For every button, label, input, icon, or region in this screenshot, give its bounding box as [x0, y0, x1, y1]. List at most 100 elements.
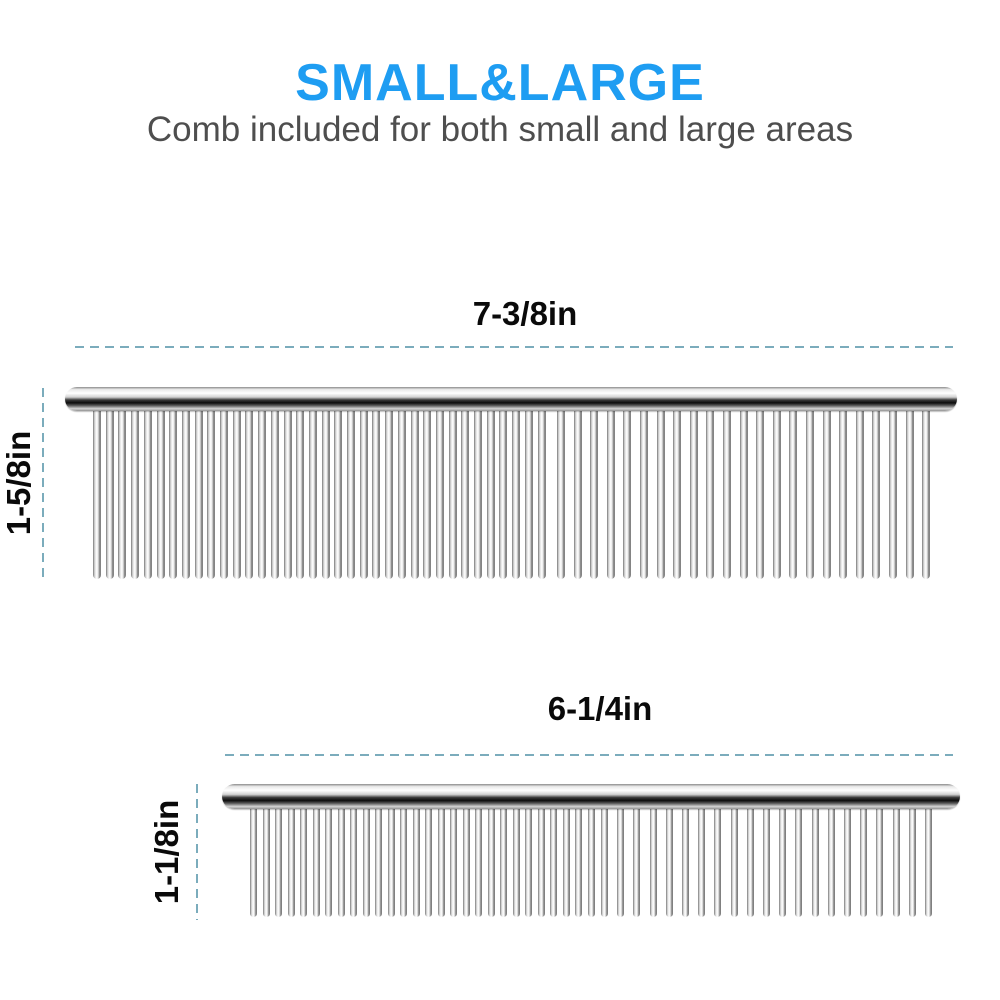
- comb-tooth: [656, 408, 665, 579]
- comb-tooth: [487, 806, 495, 917]
- comb-tooth: [334, 408, 343, 579]
- large-comb-height-dimension-line: [42, 388, 44, 578]
- comb-tooth: [258, 408, 267, 579]
- comb-tooth: [143, 408, 152, 579]
- comb-tooth: [925, 806, 932, 917]
- comb-tooth: [562, 806, 570, 917]
- comb-tooth: [623, 408, 632, 579]
- comb-tooth: [287, 806, 295, 917]
- comb-tooth: [387, 806, 395, 917]
- comb-tooth: [232, 408, 241, 579]
- comb-tooth: [461, 408, 470, 579]
- comb-tooth: [250, 806, 257, 917]
- comb-tooth: [512, 408, 521, 579]
- comb-tooth: [689, 408, 698, 579]
- comb-tooth: [118, 408, 127, 579]
- comb-tooth: [300, 806, 307, 917]
- comb-tooth: [275, 806, 282, 917]
- comb-tooth: [375, 806, 382, 917]
- comb-tooth: [746, 806, 754, 917]
- comb-tooth: [325, 806, 332, 917]
- comb-tooth: [698, 806, 706, 917]
- comb-tooth: [860, 806, 868, 917]
- comb-tooth: [385, 408, 394, 579]
- comb-tooth: [347, 408, 355, 579]
- comb-tooth: [435, 408, 444, 579]
- comb-tooth: [350, 806, 357, 917]
- small-comb-width-label: 6-1/4in: [547, 690, 653, 727]
- comb-tooth: [156, 408, 165, 579]
- large-comb-width-label: 7-3/8in: [472, 295, 578, 332]
- comb-tooth: [359, 408, 368, 579]
- comb-tooth: [827, 806, 835, 917]
- comb-tooth: [905, 408, 914, 579]
- comb-tooth: [590, 408, 599, 579]
- comb-tooth: [730, 806, 738, 917]
- comb-tooth: [525, 806, 532, 917]
- comb-tooth: [665, 806, 673, 917]
- comb-tooth: [723, 408, 731, 579]
- comb-tooth: [512, 806, 520, 917]
- comb-tooth: [779, 806, 787, 917]
- comb-tooth: [220, 408, 228, 579]
- comb-tooth: [169, 408, 178, 579]
- comb-tooth: [423, 408, 432, 579]
- comb-tooth: [296, 408, 305, 579]
- comb-tooth: [537, 806, 545, 917]
- comb-tooth: [397, 408, 406, 579]
- comb-tooth: [839, 408, 848, 579]
- comb-tooth: [844, 806, 851, 917]
- comb-tooth: [412, 806, 420, 917]
- comb-tooth: [400, 806, 407, 917]
- comb-tooth: [739, 408, 748, 579]
- comb-tooth: [207, 408, 216, 579]
- comb-tooth: [321, 408, 330, 579]
- comb-tooth: [194, 408, 203, 579]
- comb-tooth: [922, 408, 931, 579]
- comb-tooth: [437, 806, 445, 917]
- comb-tooth: [337, 806, 345, 917]
- comb-tooth: [312, 806, 320, 917]
- comb-tooth: [795, 806, 803, 917]
- comb-tooth: [601, 806, 608, 917]
- comb-tooth: [633, 806, 641, 917]
- small-comb-spine: [222, 784, 960, 809]
- comb-tooth: [822, 408, 831, 579]
- comb-tooth: [872, 408, 881, 579]
- comb-tooth: [450, 806, 457, 917]
- large-comb-width-dimension-line: [75, 346, 953, 348]
- comb-tooth: [889, 408, 897, 579]
- comb-tooth: [425, 806, 432, 917]
- comb-tooth: [673, 408, 682, 579]
- small-comb-width-dimension-line: [225, 754, 953, 756]
- comb-tooth: [131, 408, 140, 579]
- comb-tooth: [575, 806, 582, 917]
- small-comb-height-dimension-line: [196, 784, 198, 920]
- comb-tooth: [606, 408, 615, 579]
- comb-tooth: [245, 408, 254, 579]
- comb-tooth: [763, 806, 770, 917]
- page-subtitle: Comb included for both small and large a…: [146, 110, 854, 149]
- comb-tooth: [499, 408, 508, 579]
- comb-tooth: [550, 806, 557, 917]
- comb-tooth: [557, 408, 565, 579]
- comb-tooth: [448, 408, 457, 579]
- comb-tooth: [308, 408, 317, 579]
- comb-tooth: [537, 408, 546, 579]
- comb-tooth: [372, 408, 381, 579]
- comb-tooth: [270, 408, 279, 579]
- comb-tooth: [181, 408, 190, 579]
- comb-tooth: [806, 408, 814, 579]
- comb-tooth: [649, 806, 657, 917]
- comb-tooth: [486, 408, 495, 579]
- comb-tooth: [262, 806, 270, 917]
- comb-tooth: [462, 806, 470, 917]
- comb-tooth: [908, 806, 916, 917]
- comb-tooth: [362, 806, 370, 917]
- comb-tooth: [283, 408, 292, 579]
